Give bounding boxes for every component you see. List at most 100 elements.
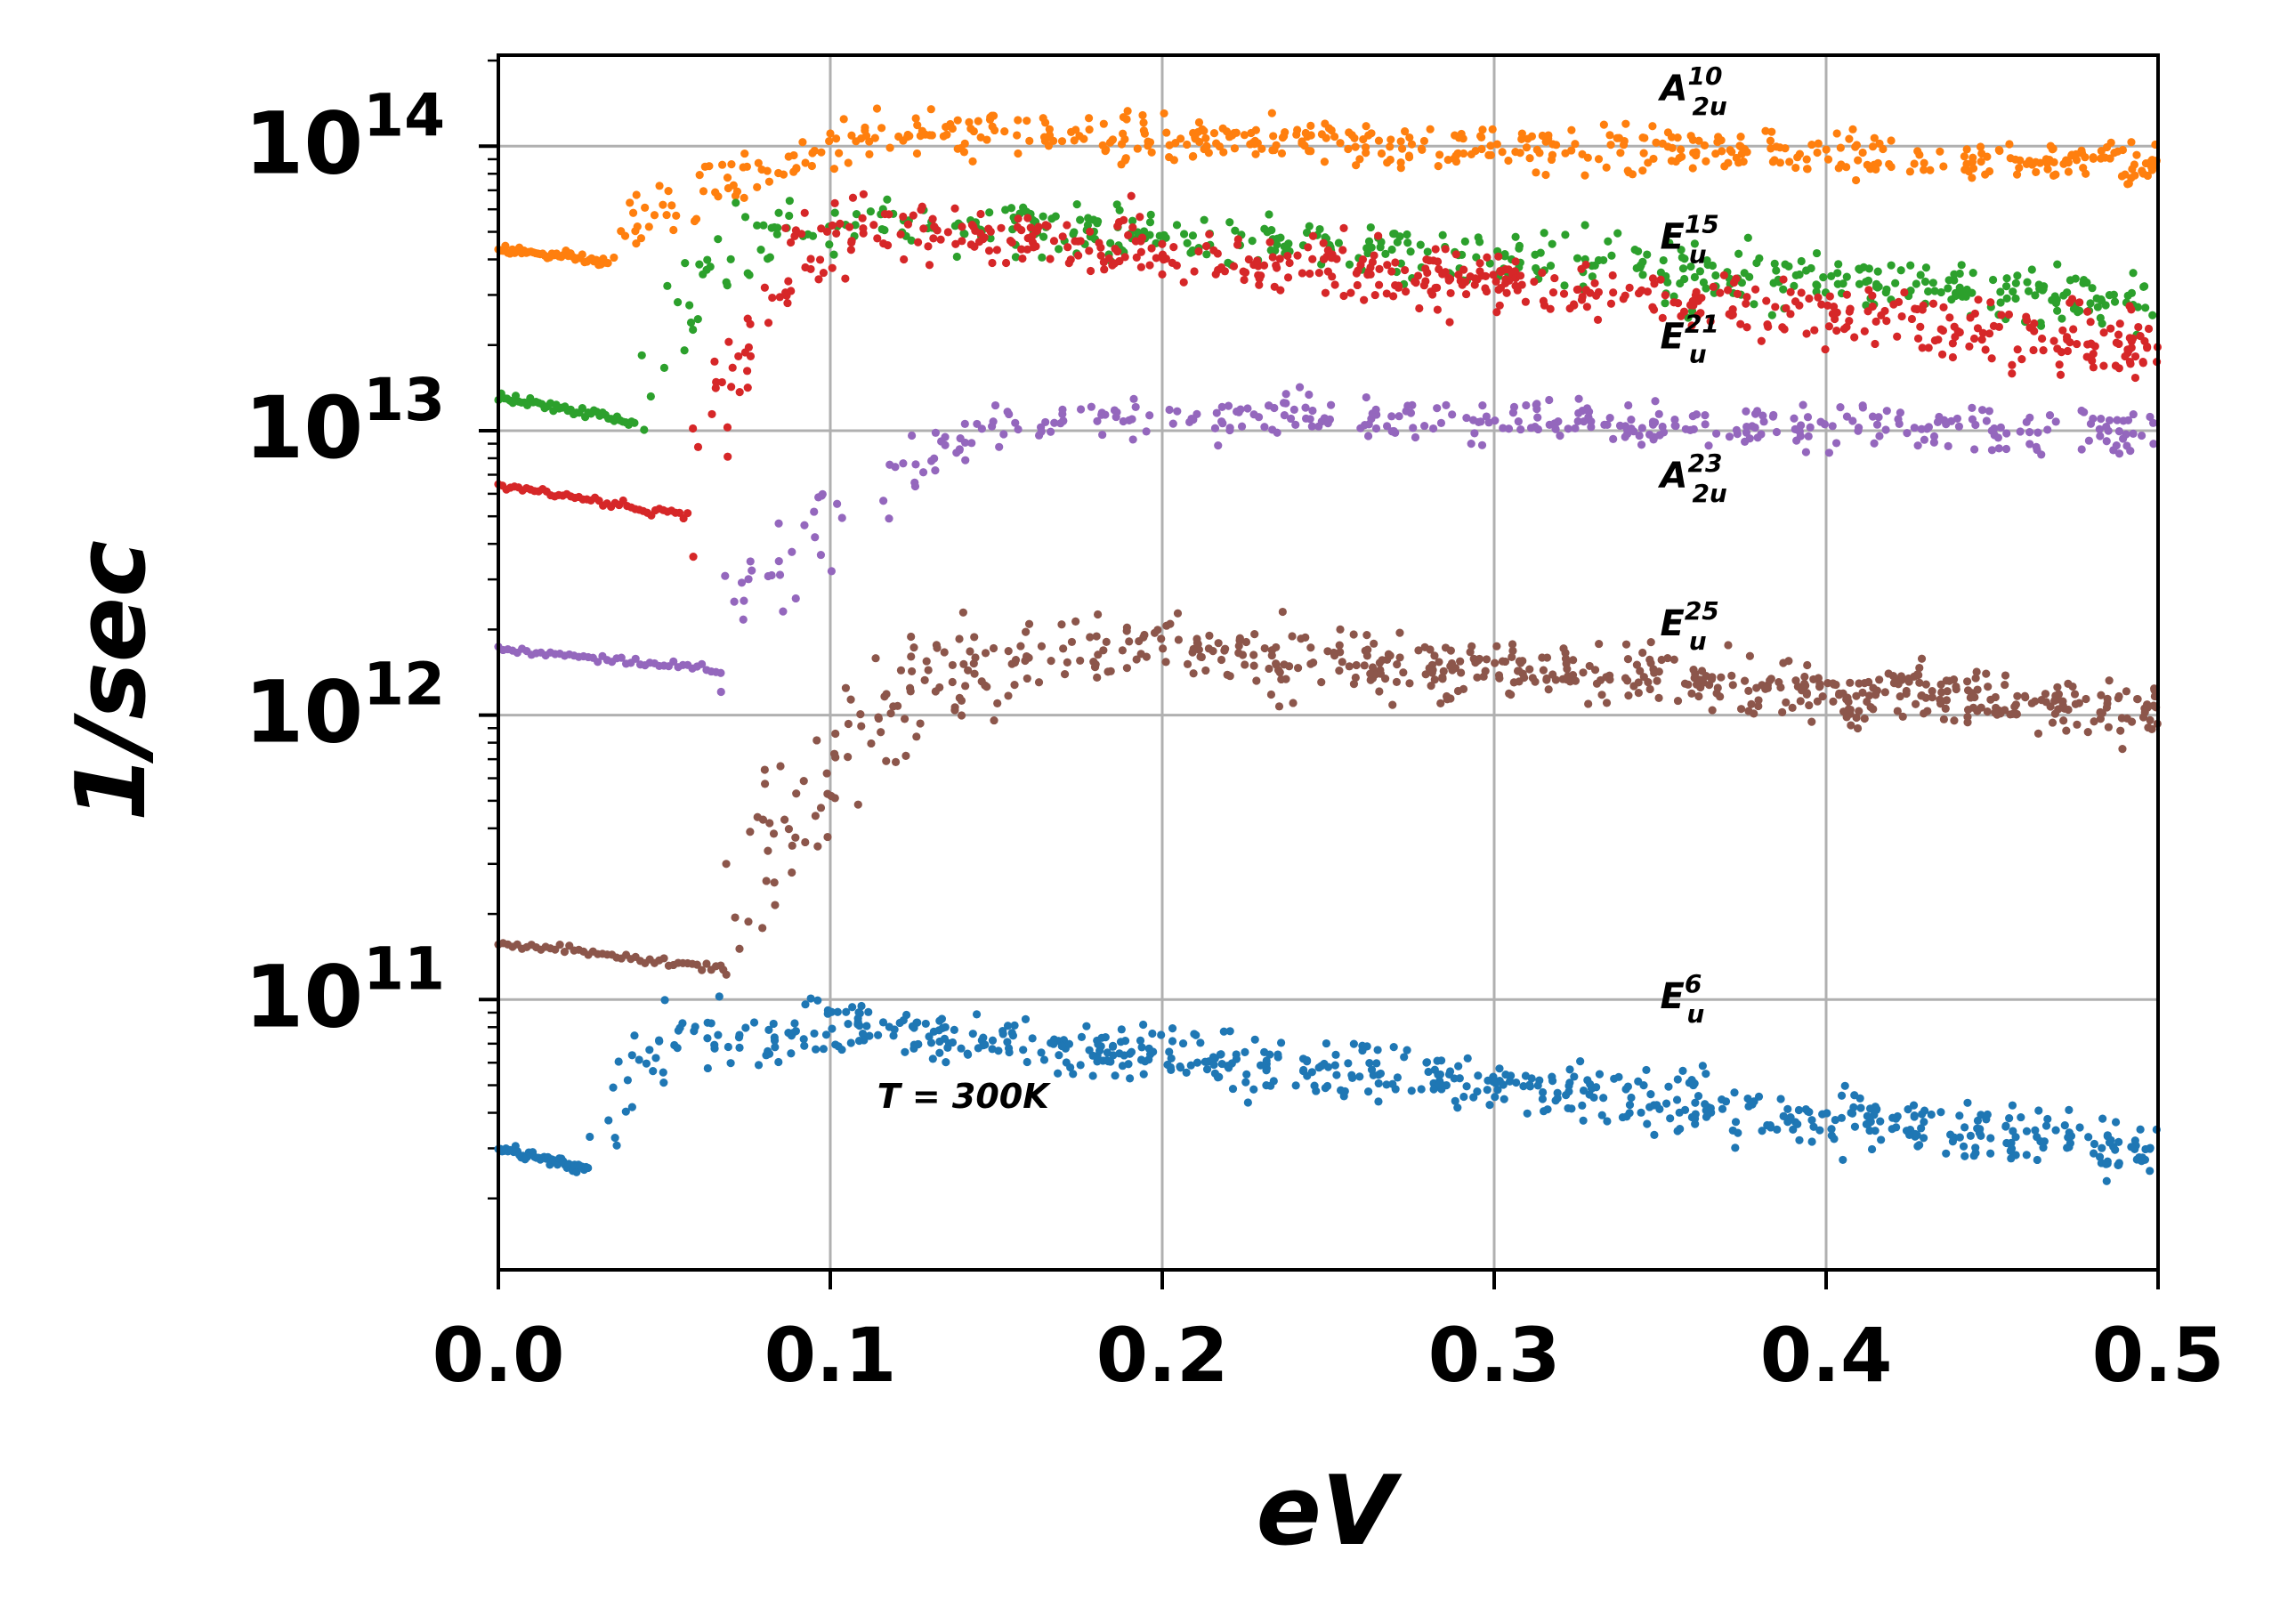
data-point [1422, 1058, 1432, 1067]
data-point [2139, 282, 2148, 291]
data-point [1057, 620, 1066, 629]
data-point [867, 739, 876, 748]
data-point [1621, 119, 1630, 128]
data-point [1139, 118, 1148, 127]
data-point [2058, 326, 2067, 335]
data-point [1209, 1060, 1218, 1070]
data-point [1962, 145, 1971, 154]
data-point [1430, 675, 1439, 684]
data-point [906, 687, 915, 696]
data-point [2083, 728, 2092, 737]
data-point [1622, 1112, 1631, 1121]
data-point [2118, 434, 2128, 443]
data-point [775, 570, 785, 579]
data-point [1896, 691, 1904, 701]
data-point [1370, 251, 1378, 260]
data-point [1498, 148, 1507, 157]
data-point [1652, 138, 1661, 147]
data-point [1489, 1077, 1498, 1087]
data-point [1360, 295, 1369, 304]
data-point [1224, 401, 1233, 410]
data-point [891, 463, 900, 472]
data-point [1323, 1063, 1333, 1071]
data-point [1389, 230, 1398, 238]
data-point [1714, 133, 1723, 141]
data-point [2043, 165, 2052, 174]
data-point [1158, 239, 1167, 248]
data-point [1936, 287, 1945, 297]
data-point [1189, 669, 1198, 678]
data-point [907, 632, 916, 642]
data-point [1576, 1057, 1585, 1066]
data-point [813, 842, 822, 851]
data-point [1001, 206, 1010, 214]
data-point [1423, 247, 1432, 256]
data-point [1122, 115, 1131, 124]
data-point [1178, 1038, 1188, 1048]
data-point [2023, 278, 2032, 287]
data-point [1433, 1056, 1442, 1065]
data-point [769, 1019, 778, 1029]
data-point [1289, 405, 1298, 414]
data-point [877, 124, 886, 133]
data-point [1695, 267, 1705, 276]
data-point [1281, 390, 1290, 399]
data-point [623, 1076, 632, 1085]
data-point [2122, 441, 2131, 450]
data-point [1741, 437, 1750, 446]
data-point [1332, 255, 1341, 263]
data-point [1656, 275, 1665, 284]
data-point [970, 242, 979, 251]
data-point [841, 274, 850, 283]
data-point [1806, 423, 1815, 432]
data-point [1272, 660, 1281, 669]
data-point [844, 158, 853, 167]
data-point [1944, 441, 1952, 450]
data-point [1469, 654, 1478, 664]
data-point [942, 1057, 950, 1067]
data-point [2027, 265, 2036, 274]
data-point [948, 660, 957, 670]
data-point [1917, 1124, 1926, 1133]
data-point [1814, 139, 1823, 148]
data-point [1063, 221, 1071, 230]
data-point [1058, 405, 1067, 414]
data-point [1790, 281, 1799, 290]
data-point [1585, 661, 1594, 671]
data-point [2030, 319, 2039, 328]
data-point [501, 241, 510, 250]
data-point [1330, 648, 1338, 658]
data-point [832, 229, 841, 238]
data-point [833, 499, 842, 508]
data-point [1447, 659, 1457, 668]
data-point [816, 804, 826, 812]
data-point [1259, 261, 1269, 270]
data-point [2118, 145, 2128, 155]
data-point [1361, 142, 1370, 152]
data-point [633, 222, 642, 231]
data-point [1209, 647, 1217, 656]
data-point [1323, 246, 1332, 255]
data-point [2033, 1155, 2041, 1165]
data-point [1540, 229, 1548, 238]
data-point [1731, 1118, 1741, 1127]
data-point [1912, 670, 1922, 679]
data-point [1797, 288, 1806, 297]
data-point [1205, 230, 1214, 238]
data-point [1587, 417, 1596, 426]
data-point [1283, 273, 1293, 282]
data-point [1461, 289, 1471, 299]
data-point [1852, 141, 1862, 149]
data-point [1703, 260, 1712, 270]
data-point [1698, 1062, 1707, 1071]
data-point [703, 1034, 712, 1043]
data-point [1624, 400, 1633, 410]
data-point [1579, 668, 1588, 677]
data-point [1010, 680, 1019, 690]
data-point [735, 1030, 744, 1039]
data-point [1474, 1071, 1483, 1080]
data-point [1076, 656, 1085, 666]
data-point [1872, 420, 1882, 429]
data-point [758, 924, 767, 933]
data-point [1525, 1082, 1535, 1091]
